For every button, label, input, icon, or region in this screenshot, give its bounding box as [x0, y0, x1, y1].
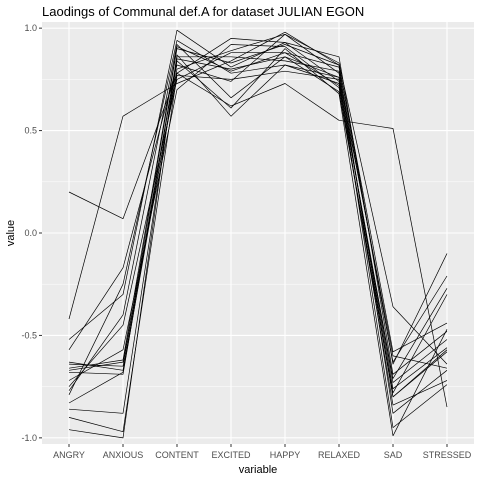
series-line-1	[68, 72, 448, 408]
x-tick-label: STRESSED	[423, 450, 472, 460]
series-line-15	[68, 48, 448, 437]
y-tick-label: -1.0	[21, 433, 37, 443]
series-line-8	[68, 38, 448, 383]
y-tick-label: -0.5	[21, 330, 37, 340]
y-axis-title: value	[5, 220, 17, 246]
series-lines	[68, 29, 448, 439]
y-tick-label: 1.0	[24, 23, 37, 33]
x-tick-label: ANGRY	[53, 450, 85, 460]
series-line-3	[68, 29, 448, 375]
series-line-5	[68, 56, 448, 371]
x-tick-label: RELAXED	[318, 450, 361, 460]
series-line-13	[68, 40, 448, 428]
y-tick-label: 0.0	[24, 228, 37, 238]
x-tick-label: EXCITED	[211, 450, 251, 460]
chart-title: Laodings of Communal def.A for dataset J…	[42, 4, 364, 19]
x-tick-label: HAPPY	[270, 450, 301, 460]
y-tick-label: 0.5	[24, 126, 37, 136]
x-tick-label: CONTENT	[155, 450, 199, 460]
series-line-11	[68, 52, 448, 406]
series-line-12	[68, 44, 448, 391]
x-tick-label: ANXIOUS	[103, 450, 144, 460]
y-axis: 1.0 0.5 0.0 -0.5 -1.0	[21, 23, 42, 443]
series-line-17	[68, 54, 448, 439]
x-axis-title: variable	[239, 464, 278, 476]
x-axis: ANGRY ANXIOUS CONTENT EXCITED HAPPY RELAXED SA…	[53, 444, 472, 460]
series-line-10	[68, 44, 448, 398]
x-tick-label: SAD	[384, 450, 403, 460]
series-line-14	[68, 33, 448, 404]
